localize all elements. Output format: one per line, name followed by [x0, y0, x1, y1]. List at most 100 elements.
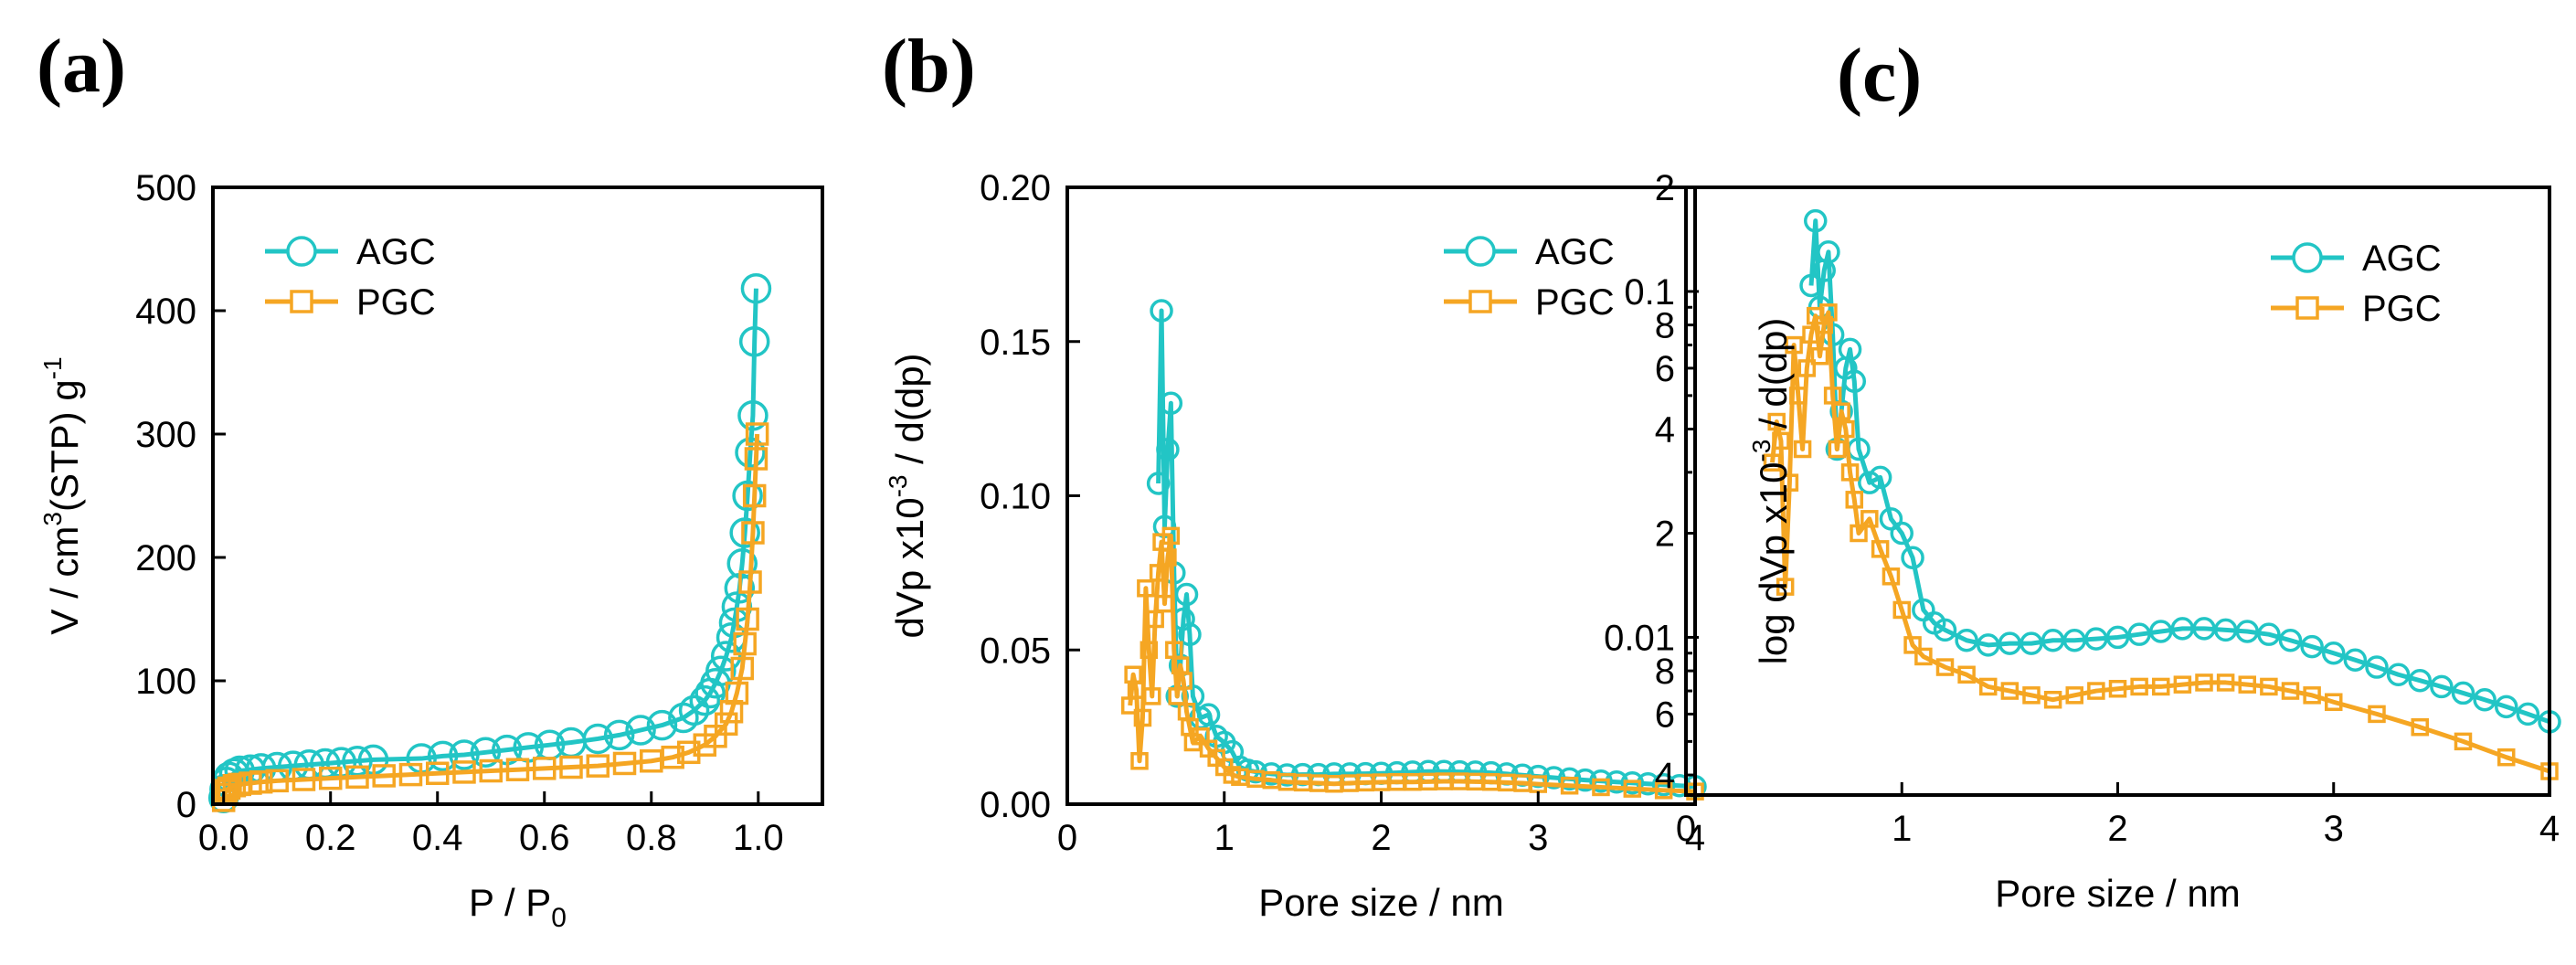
x-axis-title: Pore size / nm — [1258, 881, 1503, 924]
x-tick-label: 0.0 — [198, 818, 249, 858]
data-point-pgc — [1815, 315, 1833, 334]
x-tick-label: 0.6 — [519, 818, 570, 858]
data-point-pgc — [2152, 677, 2170, 696]
legend-label-pgc: PGC — [1535, 282, 1615, 323]
data-point-pgc — [1837, 419, 1855, 439]
data-point-agc — [625, 715, 656, 746]
y-tick-label: 400 — [135, 292, 196, 332]
legend-marker-pgc — [1468, 290, 1492, 313]
x-tick-label: 4 — [2539, 809, 2560, 849]
legend-label-agc: AGC — [1535, 232, 1615, 272]
x-axis-title: P / P0 — [469, 881, 567, 933]
data-point-pgc — [742, 483, 767, 508]
data-point-pgc — [1914, 647, 1933, 666]
data-point-pgc — [2195, 673, 2213, 692]
data-point-pgc — [714, 712, 738, 736]
data-point-pgc — [452, 760, 476, 784]
data-point-agc — [726, 548, 758, 579]
data-point-pgc — [292, 768, 316, 791]
data-point-pgc — [1797, 359, 1817, 377]
data-point-pgc — [345, 765, 369, 790]
data-point-pgc — [733, 631, 757, 656]
data-point-pgc — [1903, 636, 1922, 654]
data-point-agc — [1589, 769, 1613, 793]
data-point-agc — [689, 684, 721, 716]
data-point-pgc — [1763, 453, 1782, 472]
x-tick-label: 1 — [1892, 809, 1912, 849]
panel-b-label: (b) — [882, 24, 976, 109]
data-point-pgc — [559, 755, 583, 779]
data-point-agc — [1156, 438, 1180, 461]
data-point-pgc — [2043, 690, 2062, 709]
data-point-pgc — [2497, 748, 2516, 767]
data-point-pgc — [2325, 693, 2343, 711]
x-tick-label: 3 — [1528, 818, 1548, 858]
legend-label-pgc: PGC — [2362, 289, 2442, 329]
plot-frame — [211, 186, 824, 806]
data-point-pgc — [2173, 675, 2192, 694]
data-point-agc — [729, 517, 760, 548]
data-point-agc — [2278, 629, 2303, 652]
data-point-pgc — [2411, 717, 2429, 737]
y-axis-title: V / cm3(STP) g-1 — [38, 356, 86, 634]
data-point-pgc — [505, 758, 530, 781]
x-axis-title: Pore size / nm — [1995, 872, 2240, 915]
data-point-agc — [2235, 620, 2259, 643]
data-point-agc — [603, 719, 635, 751]
data-point-agc — [1901, 546, 1924, 569]
data-point-agc — [582, 723, 614, 755]
y-tick-label: 2 — [1655, 514, 1675, 554]
y-tick-label: 8 — [1655, 306, 1675, 346]
data-point-agc — [1817, 240, 1840, 264]
data-point-pgc — [2238, 675, 2256, 694]
data-point-agc — [2516, 702, 2540, 726]
legend-label-agc: AGC — [356, 232, 436, 272]
data-point-pgc — [1892, 600, 1911, 620]
y-tick-label: 0.05 — [980, 631, 1051, 671]
panel-c-label: (c) — [1837, 33, 1922, 118]
data-point-pgc — [1828, 440, 1847, 459]
data-point-pgc — [1560, 777, 1579, 795]
data-point-pgc — [1159, 548, 1177, 567]
data-point-pgc — [2216, 673, 2235, 692]
y-tick-label: 0.00 — [980, 785, 1051, 825]
x-tick-label: 0 — [1676, 809, 1696, 849]
x-tick-label: 1 — [1214, 818, 1235, 858]
y-tick-label: 8 — [1655, 652, 1675, 692]
data-point-pgc — [2281, 682, 2300, 700]
data-point-pgc — [1133, 708, 1152, 727]
plot-frame — [1065, 186, 1697, 806]
data-point-pgc — [425, 761, 450, 785]
y-tick-label: 0 — [176, 785, 196, 825]
data-point-agc — [2343, 648, 2368, 672]
x-tick-label: 2 — [1371, 818, 1391, 858]
y-axis-title: dVp x10-3 / d(dp) — [884, 353, 931, 638]
data-point-pgc — [2303, 686, 2321, 705]
data-point-pgc — [2130, 677, 2148, 696]
data-point-pgc — [1850, 524, 1868, 543]
data-point-pgc — [249, 769, 273, 794]
data-point-pgc — [2000, 682, 2019, 700]
data-point-pgc — [318, 766, 343, 790]
legend-label-agc: AGC — [2362, 239, 2442, 279]
data-point-pgc — [265, 769, 289, 793]
data-point-agc — [1174, 582, 1199, 607]
data-point-agc — [427, 740, 459, 772]
data-point-pgc — [1776, 578, 1795, 596]
data-point-agc — [678, 695, 710, 726]
panel-a-label: (a) — [37, 24, 126, 109]
data-point-agc — [1159, 391, 1183, 415]
data-point-pgc — [1146, 610, 1164, 629]
data-point-agc — [1651, 772, 1676, 797]
y-tick-label: 0.01 — [1604, 618, 1675, 658]
data-point-pgc — [736, 607, 759, 631]
legend-marker-pgc — [2295, 296, 2319, 320]
data-point-agc — [1150, 299, 1173, 323]
data-point-agc — [2127, 622, 2151, 646]
x-tick-label: 0 — [1057, 818, 1077, 858]
data-point-pgc — [1840, 463, 1860, 482]
data-point-agc — [2149, 620, 2173, 643]
data-point-pgc — [1767, 412, 1786, 431]
